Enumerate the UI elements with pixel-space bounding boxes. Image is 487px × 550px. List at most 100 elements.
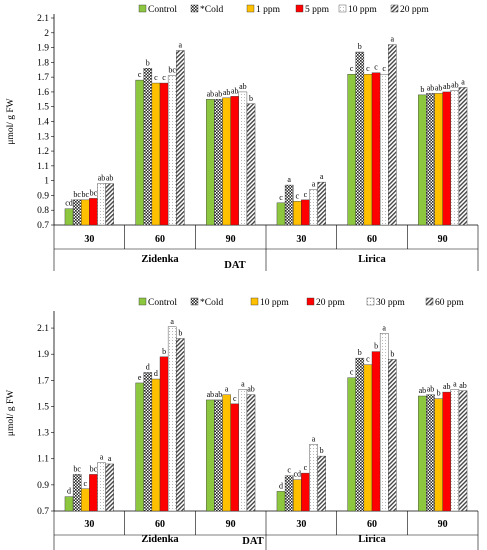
significance-letter: c	[350, 368, 354, 377]
bar-30-ppm-4	[309, 444, 318, 512]
significance-letter: a	[100, 453, 104, 462]
bar-5-ppm-4	[301, 199, 310, 226]
significance-letter: c	[233, 394, 237, 403]
significance-letter: a	[312, 180, 316, 189]
bar-control-1	[64, 496, 74, 512]
legend-swatch	[250, 297, 259, 306]
y-tick-label: 0.7	[37, 507, 49, 517]
bar-1-ppm-3	[222, 97, 231, 226]
significance-letter: b	[320, 446, 324, 455]
legend-entry: *Cold	[200, 5, 223, 15]
significance-letter: c	[162, 73, 166, 82]
bar-10-ppm-5	[379, 73, 389, 226]
x-category-label: 90	[226, 519, 236, 530]
legend: Control *Cold 1 ppm 5 ppm 10 ppm 20 ppm	[138, 4, 429, 15]
bar-10-ppm-3	[222, 394, 231, 512]
bar-20-ppm-4	[317, 181, 326, 226]
significance-letter: c	[304, 190, 308, 199]
bar-5-ppm-3	[230, 96, 239, 226]
legend-entry: 10 ppm	[260, 298, 289, 308]
significance-letter: a	[225, 385, 229, 394]
bar-30-ppm-2	[167, 326, 177, 512]
bar-10-ppm-2	[151, 378, 161, 512]
significance-letter: ab	[451, 80, 459, 89]
significance-letter: c	[350, 64, 354, 73]
bar-20-ppm-5	[388, 44, 397, 226]
significance-letter: ab	[435, 83, 443, 92]
significance-letter: c	[304, 463, 308, 472]
y-tick-label: 1.5	[37, 103, 49, 113]
significance-letter: ab	[459, 381, 467, 390]
bar-control-3	[206, 399, 215, 512]
bar--cold-2	[143, 372, 153, 512]
legend-swatch	[190, 297, 199, 306]
legend-entry: 20 ppm	[316, 298, 345, 308]
significance-letter: bc	[168, 66, 176, 75]
bar--cold-3	[214, 99, 223, 226]
significance-letter: cd	[293, 470, 301, 479]
y-tick-label: 0.9	[37, 191, 49, 201]
bar-control-5	[347, 377, 356, 512]
significance-letter: bc	[90, 188, 98, 197]
significance-letter: ab	[231, 86, 239, 95]
significance-letter: ab	[223, 88, 231, 97]
bar-10-ppm-3	[238, 91, 248, 226]
bar-5-ppm-6	[442, 91, 451, 226]
bar-30-ppm-5	[379, 333, 389, 512]
bar-60-ppm-4	[317, 455, 326, 512]
x-category-label: 60	[155, 234, 165, 245]
y-tick-label: 1.9	[37, 350, 49, 360]
significance-letter: a	[453, 379, 457, 388]
legend-entry: 60 ppm	[435, 298, 464, 308]
x-category-label: 60	[367, 519, 377, 530]
significance-letter: ab	[207, 390, 215, 399]
significance-letter: c	[374, 63, 378, 72]
bar-1-ppm-6	[434, 93, 443, 226]
significance-letter: ab	[215, 390, 223, 399]
legend-swatch	[366, 297, 375, 306]
legend-swatch	[306, 297, 315, 306]
y-tick-label: 0.7	[37, 221, 49, 231]
x-category-label: 90	[438, 519, 448, 530]
significance-letter: b	[162, 347, 166, 356]
significance-letter: a	[170, 317, 174, 326]
significance-letter: d	[146, 362, 150, 371]
x-category-label: 30	[296, 234, 306, 245]
significance-letter: bc	[73, 464, 81, 473]
significance-letter: ab	[98, 174, 106, 183]
bar-30-ppm-1	[97, 462, 106, 512]
significance-letter: a	[287, 175, 291, 184]
bar--cold-5	[355, 357, 365, 512]
significance-letter: a	[461, 77, 465, 86]
legend-swatch	[138, 4, 147, 13]
significance-letter: a	[382, 323, 386, 332]
bar-20-ppm-6	[442, 391, 451, 512]
significance-letter: a	[320, 172, 324, 181]
bar-10-ppm-1	[97, 183, 106, 226]
bar-60-ppm-3	[246, 394, 256, 512]
legend-entry: 5 ppm	[305, 5, 330, 15]
bar-10-ppm-6	[434, 398, 443, 512]
bar-control-6	[418, 94, 427, 226]
bar-control-1	[64, 208, 74, 226]
bar-control-5	[347, 73, 356, 226]
bar-20-ppm-4	[301, 472, 310, 512]
bar-1-ppm-4	[293, 201, 302, 226]
bar-20-ppm-2	[159, 356, 169, 512]
significance-letter: a	[391, 35, 395, 44]
bar-control-4	[276, 202, 286, 226]
significance-letter: c	[366, 64, 370, 73]
significance-letter: b	[420, 85, 424, 94]
legend-swatch	[425, 297, 434, 306]
significance-letter: b	[146, 58, 150, 67]
legend-entry: Control	[148, 5, 177, 15]
significance-letter: ab	[419, 386, 427, 395]
significance-letter: ab	[427, 83, 435, 92]
bar-5-ppm-2	[159, 82, 169, 226]
significance-letter: b	[358, 42, 362, 51]
y-tick-label: 1.8	[37, 58, 49, 68]
y-tick-label: 1.9	[37, 44, 49, 54]
bar--cold-6	[426, 93, 435, 226]
y-tick-label: 2.1	[37, 14, 49, 24]
